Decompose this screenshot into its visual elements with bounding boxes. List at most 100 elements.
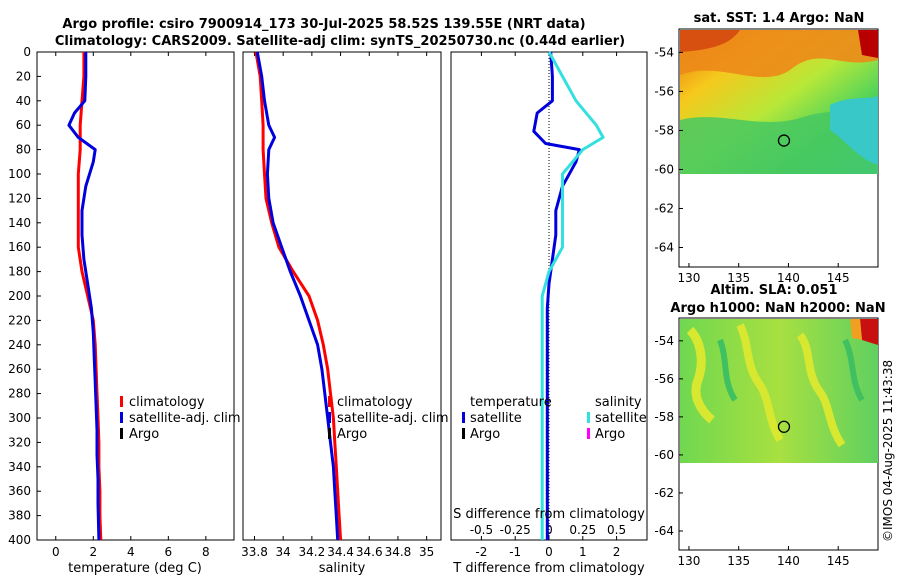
sla-heatmap [680, 319, 878, 463]
map-y-tick-label: -56 [654, 84, 674, 98]
x2-tick-label: -0.5 [470, 523, 493, 537]
sst-map-axes: 130 135 140 145 -54 -56 -58 -60 -62 -64 [654, 45, 849, 285]
argo-location-marker [777, 134, 791, 147]
salinity-panel: 33.8 34 34.2 34.4 34.6 34.8 35 salinity climat… [241, 51, 449, 576]
legend-t-satellite-swatch [462, 412, 465, 423]
x2-tick-label: -0.25 [500, 523, 531, 537]
map-x-tick-label: 145 [827, 554, 850, 568]
legend-t-argo-swatch [462, 428, 465, 439]
x-tick-label: 2 [613, 545, 621, 559]
map-y-tick-label: -54 [654, 334, 674, 348]
argo-location-marker [777, 420, 791, 433]
s-difference-label: S difference from climatology [453, 507, 645, 522]
temperature-legend: climatology satellite-adj. clim Argo [120, 395, 241, 442]
temperature-series [67, 52, 103, 541]
legend-t-satellite-label: satellite [470, 411, 522, 426]
legend-s-argo-swatch [587, 428, 590, 439]
salinity-series [254, 51, 343, 541]
legend-argo-swatch [120, 428, 123, 439]
map-y-tick-label: -60 [654, 162, 674, 176]
sla-low-band [842, 338, 865, 402]
y-tick-label: 140 [8, 216, 31, 230]
series-line-climatology [254, 51, 343, 541]
temperature-xlabel: temperature (deg C) [68, 561, 202, 576]
y-tick-label: 360 [8, 484, 31, 498]
x-tick-label: 0 [545, 545, 553, 559]
legend-satellite-swatch [328, 412, 331, 423]
y-tick-label: 120 [8, 191, 31, 205]
map-x-tick-label: 140 [777, 554, 800, 568]
sla-high-region [850, 319, 862, 340]
legend-s-argo-label: Argo [595, 427, 625, 442]
y-tick-label: 220 [8, 313, 31, 327]
sst-cold-region [830, 96, 878, 165]
sst-max-region [858, 30, 878, 58]
salinity-plot-frame [242, 51, 442, 541]
sst-warm-region [680, 30, 878, 78]
y-tick-label: 0 [23, 45, 31, 59]
legend-s-satellite-swatch [587, 412, 590, 423]
temperature-panel: 0204060801001201401601802002202402602803… [8, 45, 241, 576]
difference-series [532, 51, 605, 540]
sst-map-title: sat. SST: 1.4 Argo: NaN [694, 11, 865, 26]
x-tick-label: 34 [276, 545, 291, 559]
legend-satellite-swatch [120, 412, 123, 423]
series-line-satellite-adj-clim [255, 51, 340, 541]
y-tick-label: 20 [16, 69, 31, 83]
legend-satellite-label: satellite-adj. clim [129, 411, 241, 426]
depth-axis: 0 20 40 60 80 100 120 140 160 180 200 220 240 260 280 3… [8, 45, 41, 547]
map-y-tick-label: -56 [654, 372, 674, 386]
map-y-tick-label: -64 [654, 240, 674, 254]
map-y-tick-label: -60 [654, 448, 674, 462]
sla-map: Altim. SLA: 0.051 Argo h1000: NaN h2000:… [654, 283, 885, 568]
map-y-tick-label: -58 [654, 410, 674, 424]
temperature-x-axis: 0 2 4 6 8 [52, 52, 210, 559]
series-line-climatology [76, 52, 103, 541]
series-line-temperature-satellite [532, 51, 581, 540]
y-tick-label: 280 [8, 387, 31, 401]
sla-max-region [860, 319, 878, 345]
map-y-tick-label: -64 [654, 524, 674, 538]
x-tick-label: 0 [52, 545, 60, 559]
map-y-tick-label: -62 [654, 486, 674, 500]
map-x-tick-label: 145 [827, 271, 850, 285]
x-tick-label: 6 [165, 545, 173, 559]
series-line-salinity-satellite [540, 51, 605, 540]
sla-high-band [686, 326, 716, 424]
legend-temperature-header: temperature [470, 395, 552, 410]
temperature-plot-frame [36, 51, 235, 541]
x-tick-label: 4 [127, 545, 135, 559]
x-tick-label: 34.8 [385, 545, 412, 559]
s-difference-x-axis: -0.5 -0.25 0 0.25 0.5 [470, 523, 626, 537]
map-x-tick-label: 135 [727, 554, 750, 568]
x2-tick-label: 0.25 [569, 523, 596, 537]
x-tick-label: 35 [419, 545, 434, 559]
series-line-satellite-adj-clim [67, 52, 101, 541]
y-tick-label: 60 [16, 118, 31, 132]
y-tick-label: 200 [8, 289, 31, 303]
legend-climatology-swatch [328, 396, 331, 407]
copyright-stamp: ©IMOS 04-Aug-2025 11:43:38 [881, 360, 895, 542]
map-y-tick-label: -62 [654, 201, 674, 215]
sla-map-title: Altim. SLA: 0.051 [711, 283, 838, 298]
sst-hot-region [680, 30, 740, 52]
sst-map: sat. SST: 1.4 Argo: NaN 130 135 140 145 -54 -… [654, 11, 879, 285]
legend-satellite-label: satellite-adj. clim [337, 411, 449, 426]
y-tick-label: 400 [8, 533, 31, 547]
map-x-tick-label: 140 [777, 271, 800, 285]
x-tick-label: 8 [202, 545, 210, 559]
title-line-2: Climatology: CARS2009. Satellite-adj cli… [55, 34, 625, 49]
sla-high-band [736, 323, 784, 443]
map-x-tick-label: 135 [727, 271, 750, 285]
difference-panel: -2 -1 0 1 2 -0.5 -0.25 0 0.25 0.5 S difference f… [450, 51, 648, 576]
legend-argo-swatch [328, 428, 331, 439]
y-tick-label: 100 [8, 167, 31, 181]
map-y-tick-label: -54 [654, 45, 674, 59]
x-tick-label: 2 [89, 545, 97, 559]
y-tick-label: 180 [8, 265, 31, 279]
legend-s-satellite-label: satellite [595, 411, 647, 426]
legend-climatology-label: climatology [337, 395, 413, 410]
map-x-tick-label: 130 [677, 554, 700, 568]
map-x-tick-label: 130 [677, 271, 700, 285]
